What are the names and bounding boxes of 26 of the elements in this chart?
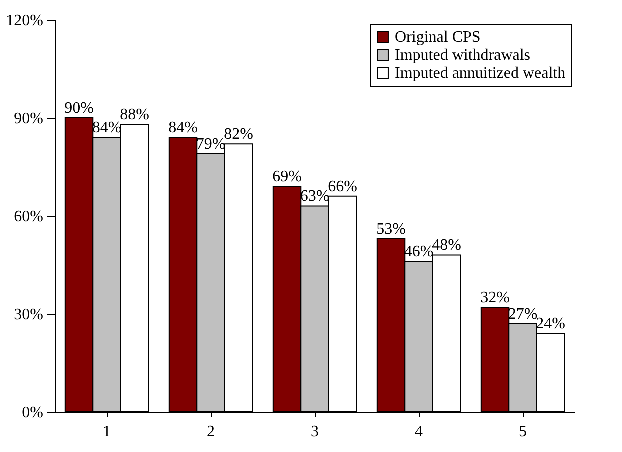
y-tick-label: 120% — [6, 12, 44, 30]
legend-label: Imputed annuitized wealth — [395, 65, 566, 82]
legend-label: Imputed withdrawals — [395, 47, 531, 64]
legend-label: Original CPS — [395, 29, 481, 46]
data-label: 24% — [536, 316, 566, 333]
x-tick-label: 4 — [415, 424, 423, 440]
data-label: 90% — [64, 100, 94, 117]
data-label: 79% — [196, 136, 226, 153]
data-label: 27% — [508, 306, 538, 323]
data-label: 69% — [272, 168, 302, 186]
data-label: 66% — [328, 178, 358, 196]
x-tick-label: 5 — [519, 424, 527, 440]
data-label: 63% — [300, 188, 330, 206]
y-tick-label: 90% — [14, 110, 44, 128]
x-tick-label: 2 — [207, 424, 215, 440]
data-label: 48% — [432, 237, 462, 254]
x-tick-label: 3 — [311, 424, 319, 440]
x-tick-label: 1 — [103, 424, 111, 440]
y-tick-label: 60% — [14, 208, 44, 226]
data-label: 82% — [224, 126, 254, 144]
y-tick-label: 30% — [14, 306, 44, 324]
data-label: 84% — [168, 120, 198, 137]
data-label: 88% — [120, 106, 150, 124]
data-label: 32% — [480, 289, 510, 306]
data-label: 53% — [376, 220, 406, 238]
y-tick-label: 0% — [22, 404, 44, 422]
